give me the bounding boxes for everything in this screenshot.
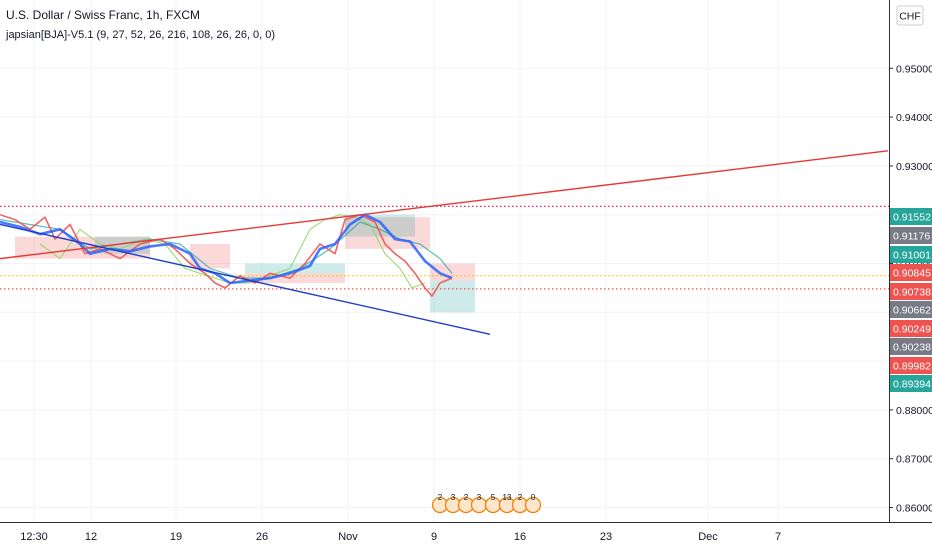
- chart-title: U.S. Dollar / Swiss Franc, 1h, FXCM: [6, 8, 200, 22]
- price-badge-green: [890, 246, 932, 263]
- y-tick-label: 0.93000: [896, 161, 932, 173]
- price-badge-green: [890, 208, 932, 225]
- zone-red: [245, 273, 345, 284]
- price-badge-red: [890, 264, 932, 281]
- price-badges: 0.91552 0.91176 0.91001 0.90845 0.90738 0.906…: [890, 208, 932, 392]
- price-badge-label: 0.89394: [893, 379, 931, 391]
- series-lime-line: [39, 214, 426, 289]
- currency-button-frame: [896, 5, 924, 26]
- price-badge-label: 0.90738: [893, 287, 931, 299]
- price-badge-label: 0.91001: [893, 250, 931, 262]
- currency-button[interactable]: CHF: [896, 5, 924, 26]
- price-badge-red: [890, 357, 932, 374]
- events-markers[interactable]: 2 3 2 3 5 13 2 0: [431, 493, 542, 514]
- x-tick-label: Dec: [698, 531, 718, 543]
- price-badge-grey: [890, 227, 932, 244]
- x-tick-label: 16: [514, 531, 526, 543]
- y-tick-label: 0.95000: [896, 63, 932, 75]
- event-count: 13: [503, 493, 512, 502]
- price-badge-green: [890, 375, 932, 392]
- x-tick-label: 26: [256, 531, 268, 543]
- event-count: 2: [464, 493, 469, 502]
- currency-label: CHF: [899, 11, 921, 23]
- y-tick-label: 0.88000: [896, 405, 932, 417]
- x-tick-label: 9: [431, 531, 437, 543]
- event-count: 3: [451, 493, 456, 502]
- price-badge-label: 0.89982: [893, 361, 931, 373]
- price-badge-label: 0.90845: [893, 268, 931, 280]
- x-tick-label: 12: [85, 531, 97, 543]
- time-axis[interactable]: 12:30 12 19 26 Nov 9 16 23 Dec 7: [20, 531, 781, 543]
- price-badge-red: [890, 320, 932, 337]
- event-count: 0: [531, 493, 536, 502]
- indicator-label[interactable]: japsian[BJA]-V5.1 (9, 27, 52, 26, 216, 1…: [5, 29, 275, 41]
- event-count: 5: [491, 493, 496, 502]
- price-badge-red: [890, 283, 932, 300]
- x-tick-label: 23: [600, 531, 612, 543]
- x-tick-label: 7: [775, 531, 781, 543]
- zone-green: [430, 280, 475, 313]
- y-tick-label: 0.94000: [896, 112, 932, 124]
- price-badge-grey: [890, 338, 932, 355]
- y-tick-label: 0.86000: [896, 503, 932, 515]
- event-count: 2: [438, 493, 443, 502]
- price-badge-grey: [890, 301, 932, 318]
- event-marker[interactable]: [524, 496, 542, 514]
- price-badge-label: 0.90238: [893, 342, 931, 354]
- zone-green: [245, 263, 345, 274]
- y-tick-label: 0.87000: [896, 454, 932, 466]
- trendline-red[interactable]: [0, 150, 889, 260]
- trendline-blue[interactable]: [0, 223, 491, 335]
- zone-red: [430, 263, 475, 281]
- event-count: 3: [477, 493, 482, 502]
- x-tick-label: 19: [170, 531, 182, 543]
- x-tick-label: Nov: [338, 531, 358, 543]
- x-tick-label: 12:30: [20, 531, 48, 543]
- price-badge-label: 0.91176: [893, 231, 930, 243]
- event-count: 2: [518, 493, 523, 502]
- price-badge-label: 0.90662: [893, 305, 931, 317]
- price-badge-label: 0.91552: [893, 212, 931, 224]
- trendlines-layer: [0, 150, 889, 335]
- price-badge-label: 0.90249: [893, 324, 931, 336]
